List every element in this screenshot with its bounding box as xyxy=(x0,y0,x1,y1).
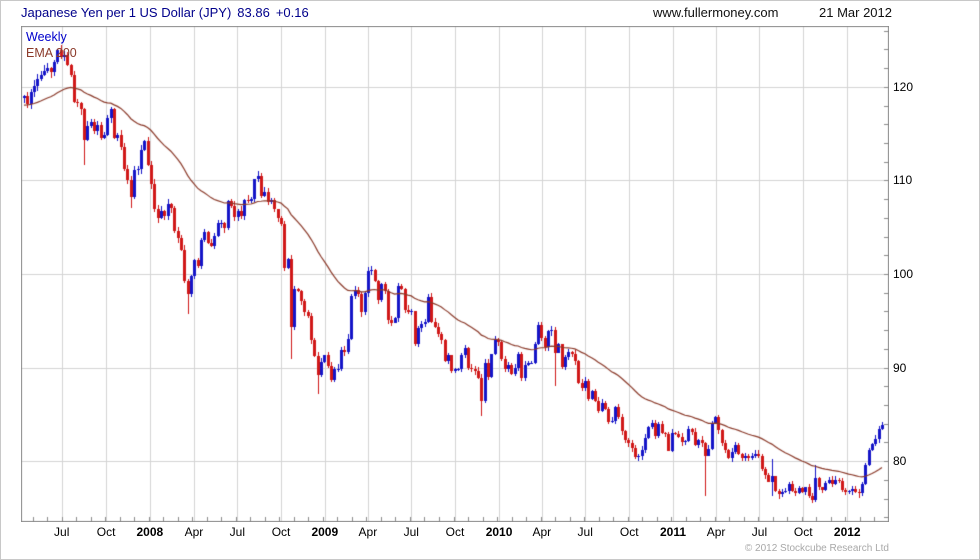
x-axis-label: Oct xyxy=(793,525,813,539)
chart-date: 21 Mar 2012 xyxy=(819,5,892,20)
x-axis-label: Apr xyxy=(184,525,204,539)
timeframe-label: Weekly xyxy=(26,30,67,44)
x-axis-label: 2008 xyxy=(136,525,164,539)
chart-title: Japanese Yen per 1 US Dollar (JPY) 83.86 +… xyxy=(21,5,309,20)
x-axis-label: Jul xyxy=(403,525,419,539)
x-axis-label: Apr xyxy=(532,525,552,539)
website-text: www.fullermoney.com xyxy=(653,5,779,20)
price-change: +0.16 xyxy=(275,5,309,20)
y-axis-label: 120 xyxy=(893,79,914,94)
x-axis-label: Jul xyxy=(577,525,593,539)
x-axis-label: Jul xyxy=(229,525,245,539)
x-axis-label: 2012 xyxy=(833,525,861,539)
y-axis-label: 90 xyxy=(893,360,907,375)
y-axis-label: 110 xyxy=(893,173,913,188)
x-axis-label: Jul xyxy=(751,525,768,539)
x-axis-label: 2010 xyxy=(485,525,513,539)
x-axis-label: 2011 xyxy=(659,525,687,539)
ema-label: EMA 200 xyxy=(26,46,77,60)
last-price: 83.86 xyxy=(237,5,270,20)
instrument-name: Japanese Yen per 1 US Dollar (JPY) xyxy=(21,5,232,20)
x-axis-label: Oct xyxy=(619,525,639,539)
x-axis-label: 2009 xyxy=(311,525,339,539)
chart-canvas xyxy=(21,26,889,522)
x-axis-label: Oct xyxy=(445,525,465,539)
x-axis-label: Apr xyxy=(706,525,726,539)
y-axis-label: 100 xyxy=(893,267,914,281)
x-axis-label: Jul xyxy=(54,525,70,539)
x-axis-label: Apr xyxy=(358,525,378,539)
x-axis-label: Oct xyxy=(96,525,116,539)
copyright-notice: © 2012 Stockcube Research Ltd xyxy=(744,543,889,554)
y-axis-label: 80 xyxy=(893,454,907,469)
x-axis-label: Oct xyxy=(271,525,291,539)
